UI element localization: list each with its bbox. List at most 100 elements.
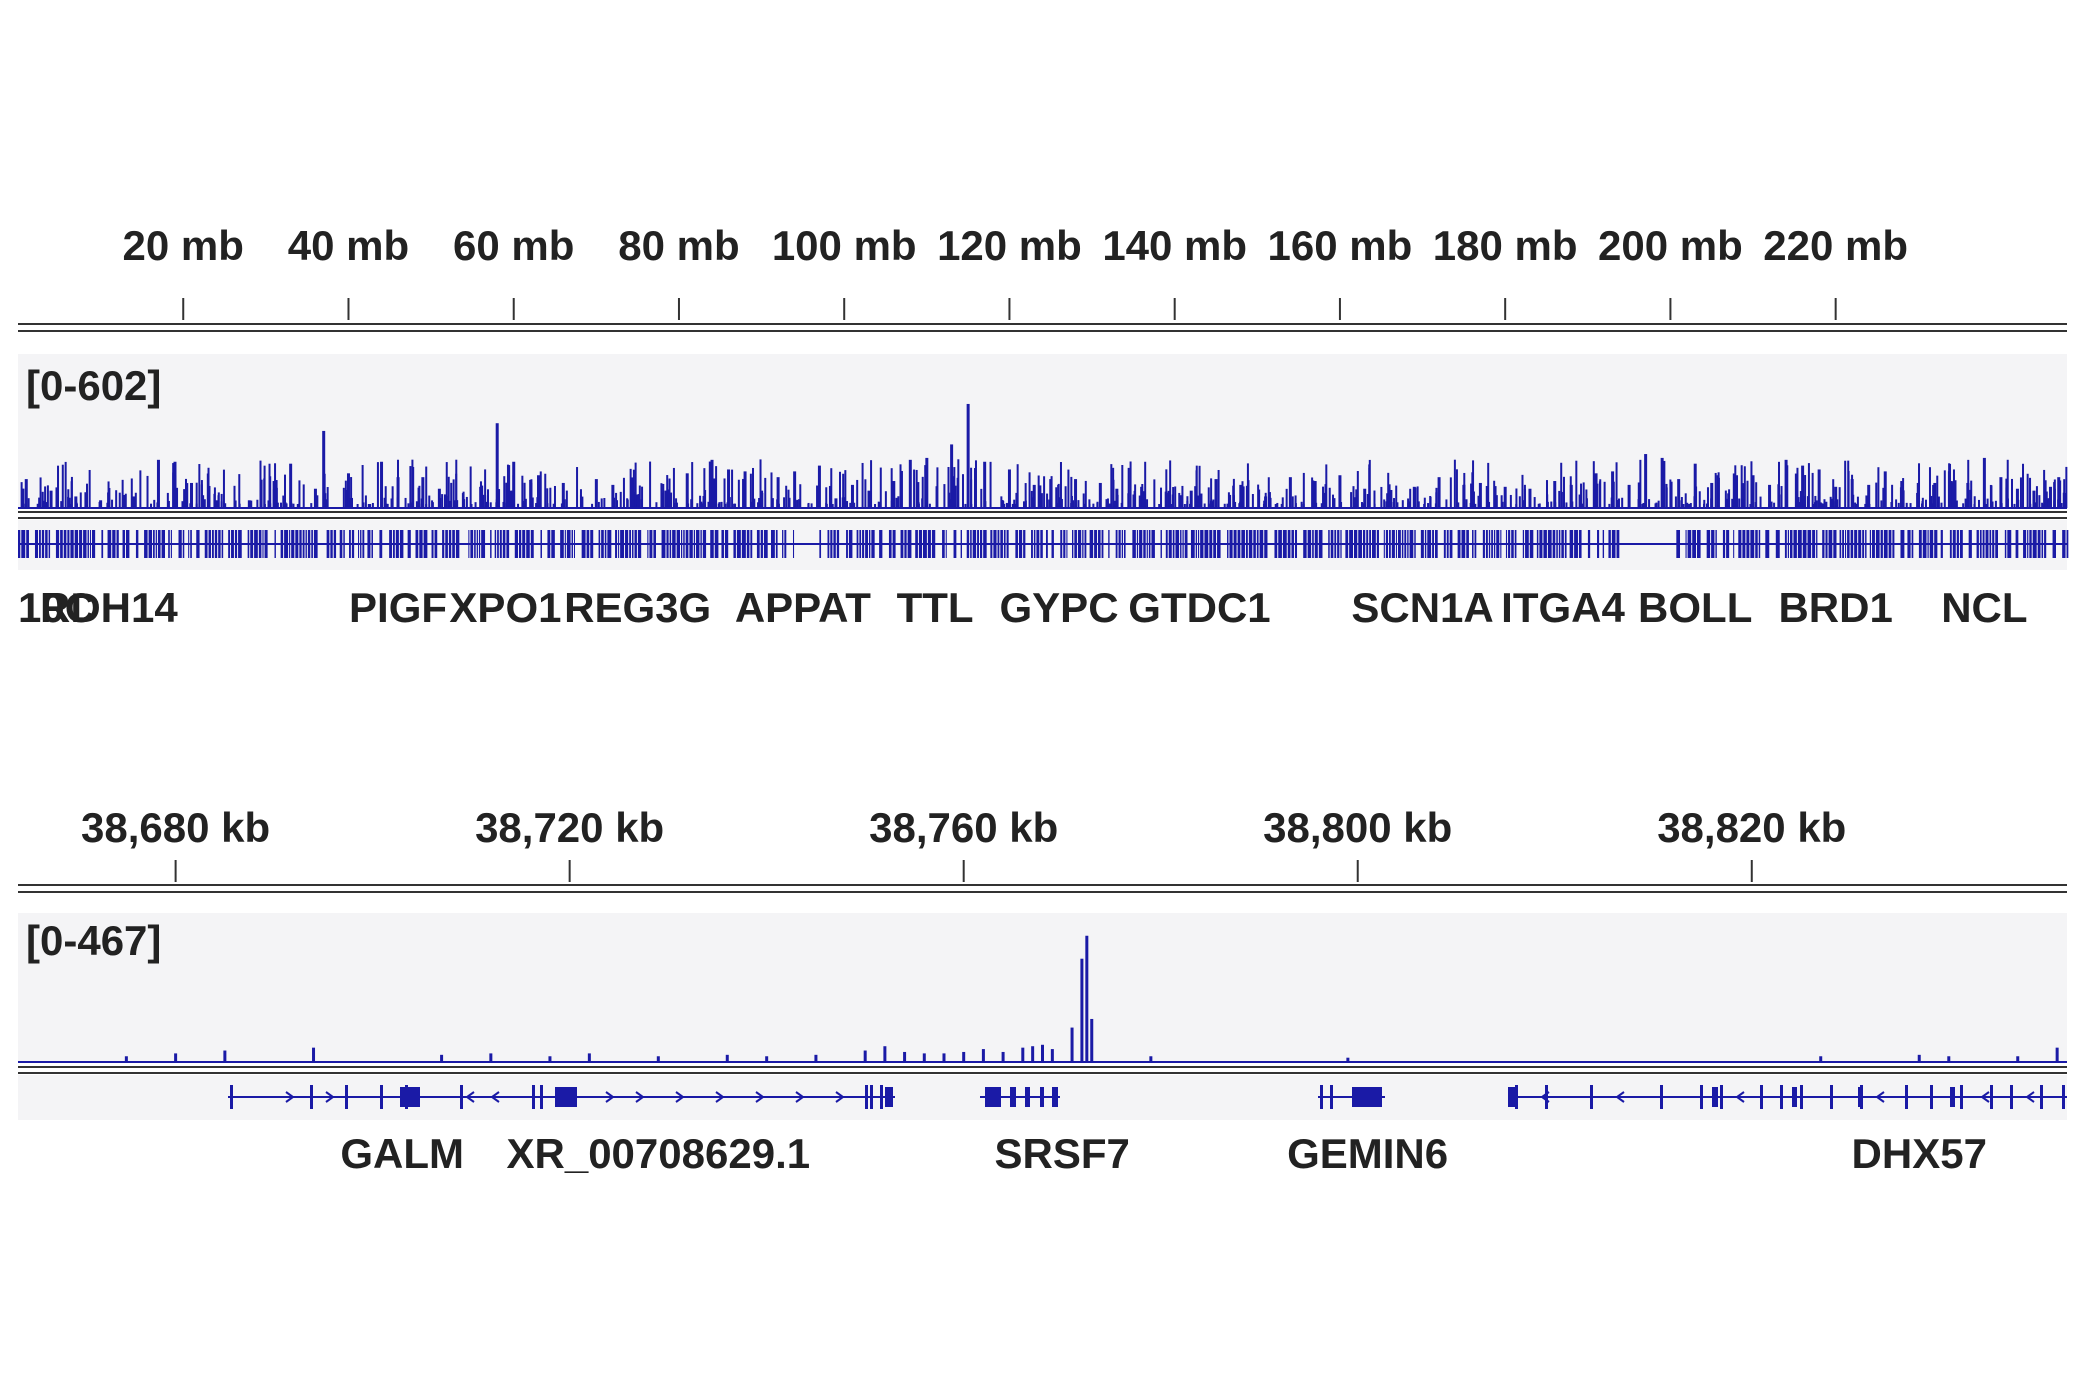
- gene-block: [1569, 530, 1574, 558]
- signal-bar: [1773, 502, 1776, 508]
- signal-peak: [1933, 482, 1937, 508]
- gene-block: [868, 530, 871, 558]
- signal-bar: [2053, 479, 2056, 508]
- signal-bar: [1868, 503, 1871, 508]
- gene-block: [615, 530, 618, 558]
- signal-bar: [723, 478, 726, 508]
- signal-bar: [579, 495, 582, 508]
- signal-peak: [1346, 1057, 1350, 1062]
- gene-block: [299, 530, 302, 558]
- signal-bar: [691, 462, 694, 508]
- signal-bar: [1637, 499, 1640, 508]
- gene-block: [1182, 530, 1184, 558]
- gene-block: [1875, 530, 1880, 558]
- gene-block: [1787, 530, 1789, 558]
- signal-peak: [313, 488, 317, 508]
- signal-peak: [24, 479, 28, 508]
- gene-exon: [532, 1085, 535, 1109]
- signal-bar: [1750, 461, 1753, 508]
- gene-block: [1098, 530, 1101, 558]
- signal-bar: [1983, 503, 1986, 508]
- signal-bar: [1040, 493, 1043, 508]
- signal-bar: [1416, 486, 1419, 508]
- gene-block: [1850, 530, 1854, 558]
- gene-block: [980, 530, 983, 558]
- data-range-label: [0-602]: [26, 362, 161, 409]
- signal-peak: [1189, 490, 1193, 508]
- gene-block: [859, 530, 862, 558]
- signal-bar: [536, 497, 539, 508]
- gene-block: [1108, 530, 1110, 558]
- signal-bar: [383, 497, 386, 508]
- signal-bar: [1806, 496, 1809, 508]
- signal-bar: [1986, 498, 1989, 508]
- signal-bar: [1710, 498, 1713, 508]
- gene-block: [442, 530, 445, 558]
- signal-bar: [1188, 503, 1191, 508]
- gene-block: [452, 530, 455, 558]
- signal-peak: [725, 1054, 729, 1062]
- gene-block: [208, 530, 211, 558]
- signal-bar: [1427, 503, 1430, 508]
- signal-bar: [884, 491, 887, 508]
- signal-bar: [1494, 486, 1497, 508]
- signal-bar: [323, 491, 326, 508]
- gene-block: [360, 530, 362, 558]
- gene-block: [2044, 530, 2047, 558]
- gene-block: [190, 530, 192, 558]
- signal-bar: [1592, 461, 1595, 508]
- gene-block: [970, 530, 972, 558]
- signal-bar: [2013, 503, 2016, 508]
- strand-arrow: [605, 1091, 615, 1103]
- signal-bar: [1716, 475, 1719, 508]
- signal-bar: [655, 502, 658, 508]
- gene-block: [1608, 530, 1611, 558]
- gene-block: [1209, 530, 1213, 558]
- signal-bar: [1388, 484, 1391, 508]
- signal-bar: [1409, 488, 1412, 508]
- signal-bar: [1116, 494, 1119, 508]
- gene-block: [1511, 530, 1514, 558]
- gene-block: [904, 530, 907, 558]
- signal-bar: [630, 501, 633, 508]
- signal-bar: [546, 488, 549, 508]
- signal-bar: [367, 503, 370, 508]
- signal-bar: [1158, 503, 1161, 508]
- signal-bar: [728, 497, 731, 508]
- gene-block: [262, 530, 264, 558]
- gene-block: [211, 530, 214, 558]
- gene-block: [1227, 530, 1229, 558]
- gene-block: [392, 530, 395, 558]
- signal-bar: [350, 497, 353, 508]
- signal-peak: [765, 1056, 769, 1062]
- signal-bar: [764, 477, 767, 508]
- gene-exon: [870, 1085, 873, 1109]
- gene-block: [1006, 530, 1009, 558]
- signal-bar: [752, 501, 755, 508]
- gene-block: [714, 530, 719, 558]
- gene-exon-block: [555, 1087, 577, 1107]
- signal-bar: [810, 503, 813, 508]
- gene-block: [91, 530, 96, 558]
- signal-peak: [587, 1053, 591, 1062]
- signal-bar: [560, 503, 563, 508]
- signal-bar: [1479, 497, 1482, 508]
- signal-bar: [462, 491, 465, 508]
- signal-peak: [1021, 1047, 1025, 1062]
- signal-bar: [450, 482, 453, 508]
- gene-block: [2041, 530, 2044, 558]
- gene-block: [1959, 530, 1963, 558]
- signal-bar: [361, 465, 364, 508]
- signal-bar: [710, 503, 713, 508]
- gene-block: [1264, 530, 1268, 558]
- gene-block: [161, 530, 166, 558]
- signal-peak: [636, 494, 640, 508]
- signal-bar: [796, 500, 799, 508]
- strand-arrow: [635, 1091, 645, 1103]
- gene-block: [763, 530, 768, 558]
- signal-peak: [1050, 1049, 1054, 1062]
- signal-bar: [1937, 496, 1940, 508]
- signal-bar: [347, 486, 350, 508]
- signal-bar: [1385, 501, 1388, 508]
- signal-bar: [1055, 487, 1058, 508]
